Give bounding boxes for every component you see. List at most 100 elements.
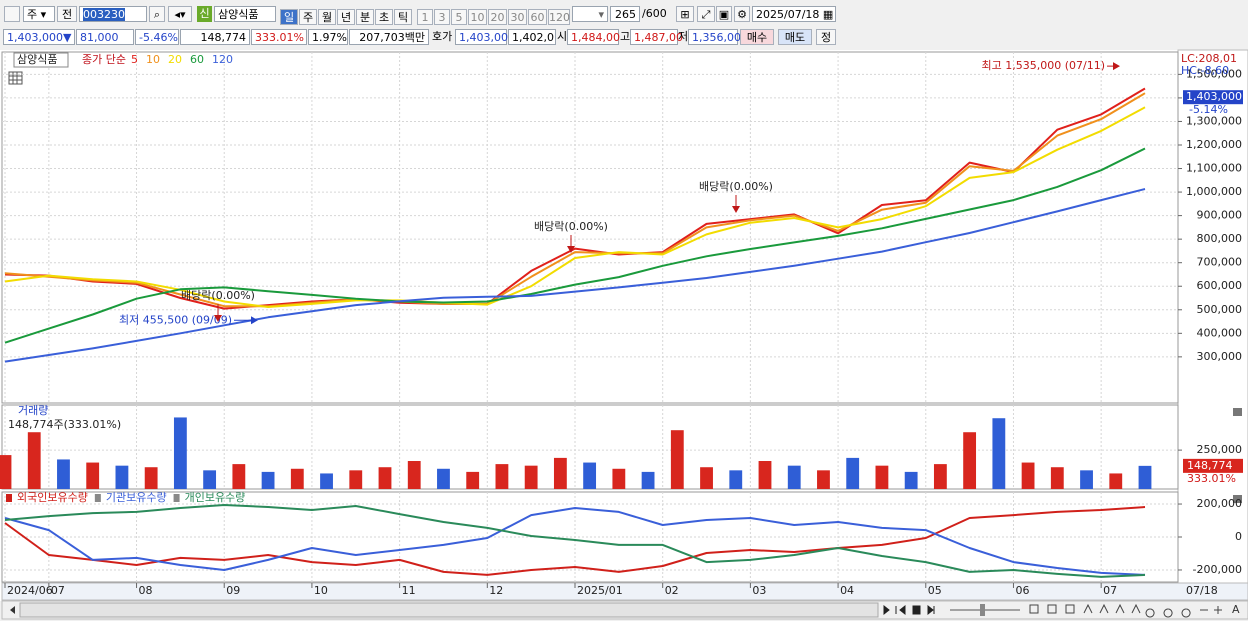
price-tag-label: 1,403,000 [1186,90,1242,103]
volume-bar [495,464,509,489]
buy-button[interactable]: 매수 [740,29,774,45]
volume-pct: 333.01% [251,29,307,45]
unit-select[interactable]: ▾ [572,6,608,22]
annotation: 배당락(0.00%) [181,289,255,302]
tool-icons[interactable] [1029,603,1222,618]
amount: 207,703백만 [349,29,429,45]
interval-button[interactable]: 일 [280,9,298,25]
unit-button[interactable]: 30 [508,9,527,25]
x-tick-label: 11 [402,584,416,597]
volume-bar [904,471,918,489]
prev-button[interactable]: 전 [57,6,77,22]
x-tick-label: 07 [1103,584,1117,597]
volume-bar [1109,473,1123,489]
grid-icon[interactable] [8,71,23,85]
legend-label: 20 [168,53,182,66]
volume-bar [349,470,363,489]
y-tick-label: 0 [1235,530,1242,543]
nav-buttons[interactable] [883,604,935,616]
annotation-head [567,246,575,253]
unit-button[interactable]: 5 [451,9,467,25]
y-tick-label: 300,000 [1197,350,1243,363]
volume-bar [612,468,626,489]
x-tick-label: 07 [51,584,65,597]
y-tick-label: 1,100,000 [1186,162,1242,175]
y-tick-label: 900,000 [1197,209,1243,222]
settings-icon[interactable]: ⚙ [734,6,750,22]
volume-bar [407,461,421,489]
interval-button[interactable]: 월 [318,9,336,25]
volume-bar [729,470,743,489]
interval-button[interactable]: 초 [375,9,393,25]
interval-button[interactable]: 틱 [394,9,412,25]
x-axis-strip [1,582,1248,601]
count-input[interactable]: 265 [610,6,640,22]
zoom-knob[interactable] [980,604,985,616]
unit-button[interactable]: 20 [488,9,507,25]
interval-button[interactable]: 주 [299,9,317,25]
y-tick-label: 700,000 [1197,256,1243,269]
font-icon[interactable]: A [1232,603,1240,616]
close-icon[interactable] [1233,408,1242,416]
search-icon[interactable]: ⌕ [149,6,165,22]
sell-button[interactable]: 매도 [778,29,812,45]
price-tag [1183,90,1243,105]
y-tick-label: 1,000,000 [1186,185,1242,198]
legend-label: 5 [131,53,138,66]
volume-bar [261,471,275,489]
unit-button[interactable]: 3 [434,9,450,25]
interval-button[interactable]: 분 [356,9,374,25]
open: 1,484,00 [567,29,620,45]
low-label: 저 [678,30,689,43]
scroll-left[interactable] [10,606,15,614]
series-line [4,147,1146,344]
unit-button[interactable]: 60 [528,9,547,25]
unit-button[interactable]: 10 [468,9,487,25]
volume-bar [524,465,538,489]
chart-title: 삼양식품 [17,53,57,66]
annotation: 배당락(0.00%) [534,220,608,233]
volume-bar [787,465,801,489]
scroll-thumb[interactable] [19,602,879,618]
tool-icon[interactable]: ⤢ [697,6,715,22]
volume-bar [758,461,772,489]
y-tick-label: 800,000 [1197,232,1243,245]
legend-label: 60 [190,53,204,66]
legend-label: 개인보유수량 [185,491,246,504]
unit-button[interactable]: 120 [548,9,570,25]
price-change: -5.14% [1189,103,1228,116]
volume-note: 148,774주(333.01%) [8,418,121,431]
volume-tag [1183,458,1243,473]
value-axis-area [1177,49,1248,584]
close-icon[interactable] [1233,495,1242,503]
code-input[interactable]: 003230 [79,6,147,22]
open-label: 시 [557,30,568,43]
fix-button[interactable]: 정 [816,29,836,45]
period-select[interactable]: 주 ▾ [23,6,55,22]
annotation: 배당락(0.00%) [699,180,773,193]
volume-bar [203,470,217,489]
annotation-head [732,206,740,213]
volume: 148,774 [180,29,250,45]
volume-bar [27,432,41,489]
unit-button[interactable]: 1 [417,9,433,25]
save-icon[interactable]: ▣ [716,6,732,22]
menu-icon[interactable] [4,6,20,22]
volume-bar [553,457,567,489]
speaker-icon[interactable]: ◂▾ [168,6,192,22]
turnover: 1.97% [308,29,348,45]
interval-button[interactable]: 년 [337,9,355,25]
bid-label: 호가 [432,30,453,43]
grid-icon-lines [9,72,22,84]
legend-label: 10 [146,53,160,66]
volume-bar [378,467,392,489]
stock-name[interactable]: 삼양식품 [214,6,276,22]
volume-bar [320,473,333,489]
date-input[interactable]: 2025/07/18 ▦ [752,6,836,22]
y-tick-label: 1,500,000 [1186,67,1242,80]
volume-bar [57,459,70,489]
y-tick-label: 1,300,000 [1186,114,1242,127]
tool-icon[interactable]: ⊞ [676,6,694,22]
name-badge: 신 [197,6,212,22]
